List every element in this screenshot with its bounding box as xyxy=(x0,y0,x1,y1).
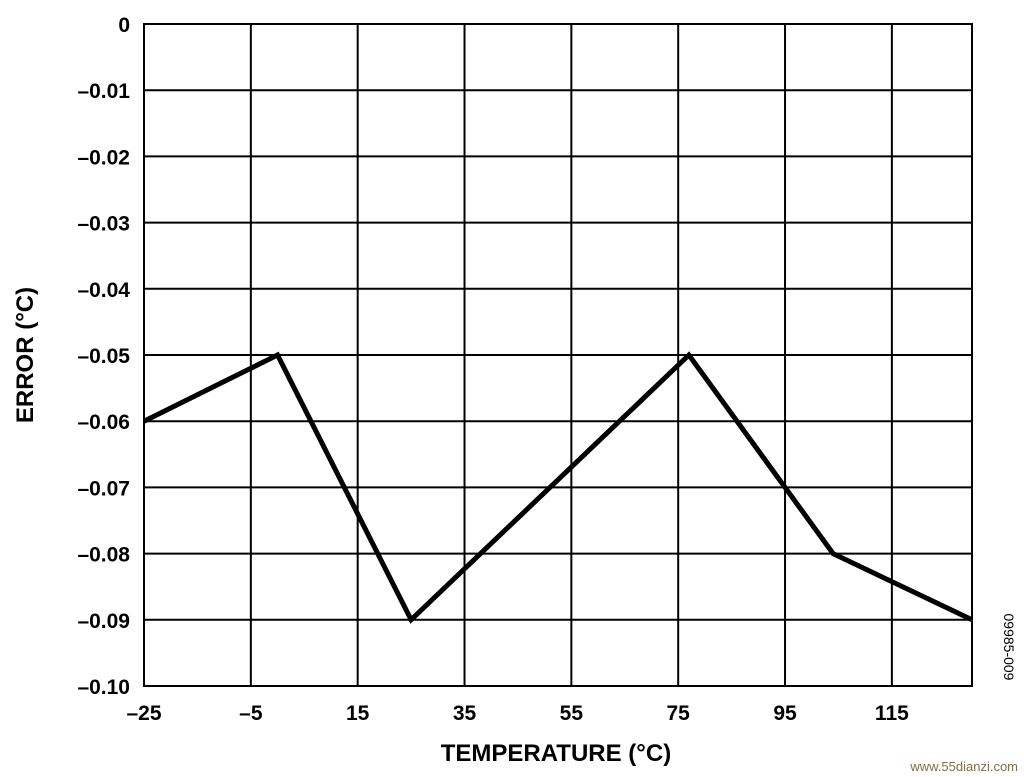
data-point xyxy=(832,553,834,555)
x-tick-label: 35 xyxy=(453,702,477,725)
series-group xyxy=(142,351,974,624)
x-tick-label: –25 xyxy=(126,702,161,725)
x-tick-label: –5 xyxy=(239,702,263,725)
watermark: www.55dianzi.com xyxy=(909,759,1018,774)
y-tick-labels: 0 –0.01 –0.02 –0.03 –0.04 –0.05 –0.06 –0.07 –0.0… xyxy=(77,14,130,699)
plot-frame xyxy=(143,23,973,687)
y-tick-label: –0.06 xyxy=(77,411,130,434)
data-point xyxy=(277,354,279,356)
data-point xyxy=(688,354,690,356)
x-axis-title: TEMPERATURE (°C) xyxy=(441,740,671,767)
y-tick-label: –0.02 xyxy=(77,146,130,169)
y-tick-label: –0.05 xyxy=(77,345,130,368)
y-tick-label: –0.01 xyxy=(77,80,130,103)
data-point xyxy=(971,619,973,621)
y-tick-label: –0.07 xyxy=(77,477,130,500)
data-point xyxy=(143,420,145,422)
x-tick-label: 15 xyxy=(346,702,370,725)
x-tick-label: 75 xyxy=(667,702,691,725)
x-tick-label: 115 xyxy=(875,702,909,725)
figure-id: 09985-009 xyxy=(1001,614,1017,681)
data-point xyxy=(410,619,412,621)
x-tick-label: 55 xyxy=(560,702,584,725)
y-axis-title: ERROR (°C) xyxy=(12,287,39,423)
x-tick-label: 95 xyxy=(773,702,797,725)
x-tick-labels: –25 –5 15 35 55 75 95 115 xyxy=(126,702,909,725)
y-tick-label: –0.04 xyxy=(77,279,130,302)
series-line xyxy=(142,351,974,624)
y-tick-label: –0.09 xyxy=(77,610,130,633)
y-tick-label: –0.03 xyxy=(77,213,130,236)
grid-lines xyxy=(143,23,972,687)
y-tick-label: 0 xyxy=(118,14,130,37)
y-tick-label: –0.08 xyxy=(77,544,130,567)
y-tick-label: –0.10 xyxy=(77,676,130,699)
